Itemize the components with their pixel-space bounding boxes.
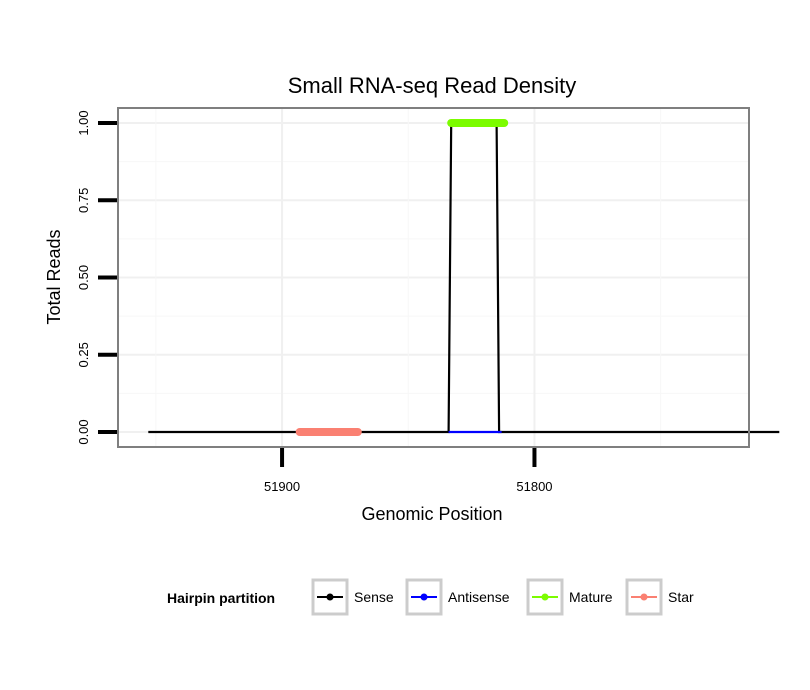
y-tick-label-4: 1.00 [76,110,91,135]
y-tick-label-3: 0.75 [76,188,91,213]
x-tick-label-1: 51800 [516,479,552,494]
x-tick-label-0: 51900 [264,479,300,494]
series-layer [148,119,780,436]
legend-key-dot-sense [326,593,334,601]
legend-label-sense: Sense [354,589,394,605]
legend-key-dot-antisense [420,593,428,601]
x-axis-title: Genomic Position [361,504,502,524]
y-axis-title: Total Reads [44,229,64,324]
grid-lines [118,108,749,447]
legend: Hairpin partition Sense Antisense Mature St… [167,578,694,616]
legend-key-dot-mature [541,593,549,601]
plot-border [117,107,750,448]
chart-title: Small RNA-seq Read Density [288,73,577,98]
legend-label-star: Star [668,589,694,605]
y-tick-label-2: 0.50 [76,265,91,290]
legend-label-antisense: Antisense [448,589,510,605]
legend-title: Hairpin partition [167,590,275,606]
legend-key-dot-star [640,593,648,601]
legend-label-mature: Mature [569,589,613,605]
y-tick-label-1: 0.25 [76,342,91,367]
axes: 0.00 0.25 0.50 0.75 1.00 51900 51800 [76,110,553,494]
y-tick-label-0: 0.00 [76,419,91,444]
